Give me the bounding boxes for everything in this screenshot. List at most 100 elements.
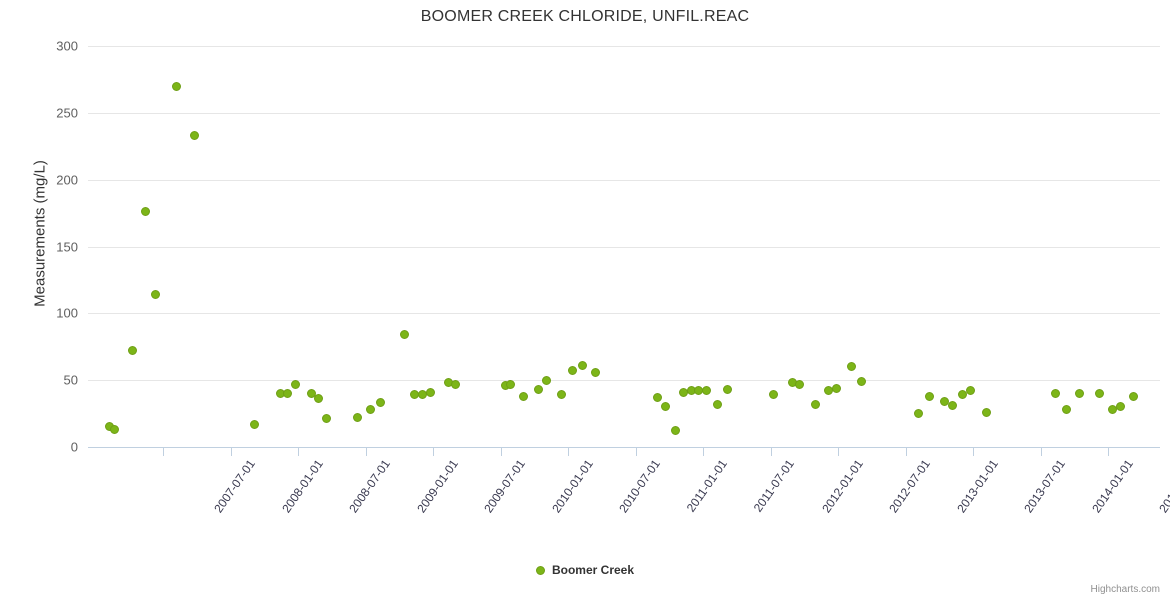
- data-point[interactable]: [110, 425, 120, 435]
- data-point[interactable]: [660, 402, 670, 412]
- x-tick-mark: [837, 448, 839, 456]
- data-point[interactable]: [653, 393, 663, 403]
- x-tick-mark: [972, 448, 974, 456]
- data-point[interactable]: [1051, 389, 1061, 399]
- data-point[interactable]: [557, 390, 567, 400]
- data-point[interactable]: [283, 389, 293, 399]
- gridline: [88, 179, 1160, 181]
- y-tick-label: 300: [56, 38, 78, 54]
- gridline: [88, 46, 1160, 47]
- data-point[interactable]: [518, 391, 528, 401]
- data-point[interactable]: [722, 385, 732, 395]
- chart-legend: Boomer Creek: [0, 563, 1170, 578]
- x-tick-mark: [366, 448, 368, 456]
- x-tick-label: 2009-01-01: [414, 457, 462, 516]
- data-point[interactable]: [353, 413, 363, 423]
- x-tick-mark: [1107, 448, 1109, 456]
- x-tick-mark: [635, 448, 637, 456]
- data-point[interactable]: [712, 399, 722, 409]
- x-tick-label: 2011-01-01: [683, 457, 730, 515]
- data-point[interactable]: [981, 407, 991, 417]
- x-tick-label: 2014-01-01: [1088, 457, 1136, 516]
- data-point[interactable]: [541, 375, 551, 385]
- data-point[interactable]: [534, 385, 544, 395]
- x-tick-mark: [162, 448, 164, 456]
- data-point[interactable]: [451, 379, 461, 389]
- data-point[interactable]: [190, 131, 200, 141]
- data-point[interactable]: [578, 360, 588, 370]
- x-tick-label: 2010-07-01: [616, 457, 663, 516]
- x-tick-mark: [567, 448, 569, 456]
- data-point[interactable]: [1074, 389, 1084, 399]
- data-point[interactable]: [671, 426, 681, 436]
- data-point[interactable]: [958, 390, 968, 400]
- x-tick-mark: [230, 448, 232, 456]
- x-tick-mark: [905, 448, 907, 456]
- data-point[interactable]: [914, 409, 924, 419]
- data-point[interactable]: [847, 362, 857, 372]
- data-point[interactable]: [1128, 391, 1138, 401]
- x-tick-label: 2008-07-01: [346, 457, 394, 516]
- data-point[interactable]: [306, 389, 316, 399]
- gridline: [88, 380, 1160, 382]
- y-axis-tick-labels: 0 50 100 150 200 250 300: [0, 0, 78, 600]
- legend-item-label: Boomer Creek: [551, 563, 635, 577]
- x-tick-mark: [1040, 448, 1042, 456]
- data-point[interactable]: [769, 390, 779, 400]
- data-point[interactable]: [425, 387, 435, 397]
- data-point[interactable]: [128, 346, 138, 356]
- x-tick-label: 2008-01-01: [279, 457, 326, 516]
- data-point[interactable]: [567, 366, 577, 376]
- x-tick-label: 2009-07-01: [481, 457, 528, 516]
- data-point[interactable]: [141, 207, 151, 217]
- data-point[interactable]: [924, 391, 934, 401]
- plot-area: [88, 46, 1160, 447]
- x-tick-label: 2013-07-01: [1020, 457, 1068, 516]
- x-tick-label: 2007-07-01: [211, 457, 258, 516]
- data-point[interactable]: [376, 398, 386, 408]
- x-tick-label: 2012-01-01: [818, 457, 866, 516]
- legend-item-boomer-creek[interactable]: Boomer Creek: [535, 563, 635, 577]
- y-tick-label: 250: [56, 105, 78, 121]
- data-point[interactable]: [857, 377, 867, 386]
- x-tick-label: 2011-07-01: [750, 457, 797, 515]
- credits-label[interactable]: Highcharts.com: [1090, 584, 1160, 595]
- gridline: [88, 246, 1160, 248]
- data-point[interactable]: [965, 386, 975, 396]
- data-point[interactable]: [314, 394, 324, 404]
- y-tick-label: 150: [56, 239, 78, 254]
- x-tick-mark: [500, 448, 502, 456]
- data-point[interactable]: [322, 414, 332, 424]
- x-tick-mark: [702, 448, 704, 456]
- data-point[interactable]: [702, 386, 712, 396]
- data-point[interactable]: [249, 419, 259, 429]
- data-point[interactable]: [1115, 402, 1125, 412]
- data-point[interactable]: [947, 401, 957, 411]
- data-point[interactable]: [399, 330, 409, 340]
- x-tick-label: 2010-01-01: [549, 457, 596, 516]
- x-tick-mark: [770, 448, 772, 456]
- data-point[interactable]: [1061, 405, 1071, 415]
- data-point[interactable]: [291, 379, 301, 389]
- data-point[interactable]: [151, 290, 161, 300]
- legend-marker-icon: [535, 565, 545, 575]
- x-tick-label: 2014-07-01: [1155, 457, 1170, 516]
- x-tick-mark: [298, 448, 300, 456]
- gridline: [88, 112, 1160, 114]
- data-point[interactable]: [1095, 389, 1105, 399]
- chart-title: BOOMER CREEK CHLORIDE, UNFIL.REAC: [420, 8, 750, 25]
- data-point[interactable]: [366, 405, 376, 415]
- data-point[interactable]: [831, 383, 841, 393]
- data-point[interactable]: [795, 379, 805, 389]
- data-point[interactable]: [505, 379, 515, 389]
- y-tick-label: 100: [56, 305, 78, 321]
- data-point[interactable]: [172, 81, 182, 91]
- x-tick-mark: [433, 448, 435, 456]
- y-tick-label: 50: [63, 372, 78, 388]
- x-tick-label: 2012-07-01: [886, 457, 933, 516]
- x-tick-label: 2013-01-01: [954, 457, 1001, 516]
- x-axis-line: [88, 447, 1160, 448]
- data-point[interactable]: [591, 367, 601, 377]
- data-point[interactable]: [810, 399, 820, 409]
